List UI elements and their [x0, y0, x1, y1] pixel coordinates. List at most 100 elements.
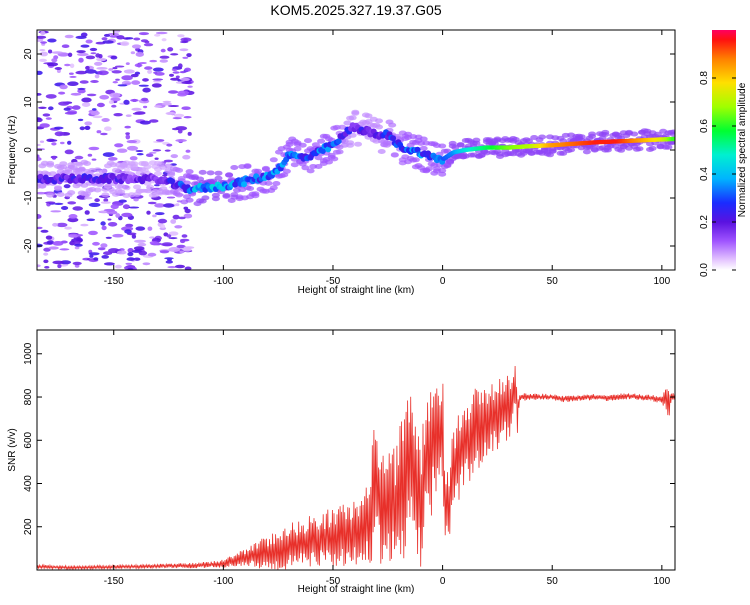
spectrogram-speckle: [172, 71, 180, 74]
spectrogram-speckle: [175, 75, 180, 79]
spectrogram-speckle: [113, 113, 123, 117]
spectrogram-speckle: [143, 43, 154, 47]
colorbar-tick-label: 0.8: [699, 71, 710, 85]
spectrogram-speckle: [163, 203, 175, 208]
spectrogram-speckle: [81, 97, 92, 103]
spectrogram-speckle: [169, 73, 174, 77]
spectrogram-speckle: [64, 63, 71, 67]
spectrogram-speckle: [63, 184, 71, 189]
spectrogram-halo: [669, 132, 675, 137]
spectrogram-speckle: [134, 71, 141, 75]
spectrogram-speckle: [79, 126, 86, 131]
spectrogram-speckle: [123, 69, 135, 74]
spectrogram-speckle: [131, 234, 137, 239]
spectrogram-speckle: [144, 40, 150, 44]
spectrogram-speckle: [43, 252, 49, 256]
spectrogram-speckle: [57, 264, 62, 269]
spectrogram-speckle: [157, 218, 168, 224]
spectrogram-speckle: [80, 223, 89, 227]
spectrogram-speckle: [135, 51, 144, 57]
spectrogram-speckle: [163, 159, 174, 163]
spectrogram-speckle: [125, 134, 131, 140]
spectrogram-speckle: [85, 39, 93, 44]
spectrogram-speckle: [47, 38, 57, 43]
spectrogram-speckle: [76, 50, 86, 54]
spectrogram-speckle: [115, 264, 122, 269]
spectrogram-speckle: [164, 149, 171, 152]
spectrogram-speckle: [67, 81, 79, 86]
spectrogram-halo: [230, 165, 239, 170]
spectrogram-speckle: [100, 132, 108, 136]
spectrogram-speckle: [170, 154, 178, 159]
spectrogram-speckle: [39, 140, 45, 143]
spectrogram-speckle: [177, 34, 185, 38]
spectrogram-speckle: [94, 61, 103, 66]
spectrogram-speckle: [45, 94, 57, 99]
colorbar-ticks: 0.0 0.2 0.4 0.6 0.8: [699, 71, 736, 277]
spectrogram-speckle: [184, 67, 192, 72]
spectrogram-speckle: [96, 102, 105, 108]
spectrogram-speckle: [125, 132, 130, 136]
spectrogram-halo: [438, 168, 447, 174]
spectrogram-speckle: [133, 37, 141, 41]
snr-y-label: SNR (v/v): [7, 428, 18, 471]
spectrogram-speckle: [112, 81, 119, 84]
spectrogram-speckle: [101, 37, 108, 41]
spectrogram-speckle: [75, 70, 87, 75]
spectrogram-speckle: [133, 198, 139, 202]
spectrogram-speckle: [99, 210, 107, 213]
spectrogram-speckle: [166, 196, 176, 199]
spectrogram-speckle: [52, 241, 64, 246]
spectrogram-speckle: [110, 97, 121, 102]
spectrogram-speckle: [177, 129, 183, 134]
spectrogram-speckle: [53, 126, 64, 130]
spectrogram-halo: [243, 164, 252, 169]
spectrogram-halo: [438, 171, 447, 177]
spectrogram-speckle: [120, 41, 130, 47]
spectrogram-speckle: [70, 92, 82, 96]
spectrogram-speckle: [86, 93, 97, 97]
spectrogram-speckle: [45, 201, 56, 204]
spectrogram-speckle: [92, 241, 100, 246]
spectrogram-speckle: [114, 65, 125, 68]
spectrogram-speckle: [88, 252, 100, 256]
spectrogram-speckle: [117, 84, 128, 87]
spectrogram-speckle: [168, 90, 179, 94]
spectrogram-halo: [64, 169, 73, 175]
spectrogram-y-tick-label: 0: [23, 147, 34, 153]
spectrogram-speckle: [92, 115, 103, 119]
spectrogram-halo: [582, 149, 591, 155]
spectrogram-halo: [225, 172, 234, 178]
spectrogram-speckle: [95, 53, 101, 58]
spectrogram-speckle: [166, 143, 173, 147]
spectrogram-speckle: [103, 198, 109, 203]
spectrogram-halo: [301, 165, 310, 171]
spectrogram-speckle: [58, 101, 70, 106]
spectrogram-speckle: [121, 75, 133, 81]
spectrogram-speckle: [118, 199, 127, 203]
snr-x-tick-label: 50: [547, 576, 559, 587]
spectrogram-speckle: [125, 114, 132, 117]
spectrogram-x-tick-label: -50: [326, 276, 341, 287]
spectrogram-speckle: [37, 226, 43, 230]
spectrogram-ridge-cell: [335, 138, 342, 145]
spectrogram-halo: [282, 168, 291, 174]
spectrogram-speckle: [111, 104, 117, 108]
spectrogram-speckle: [159, 59, 168, 63]
spectrogram-halo: [419, 145, 428, 151]
spectrogram-speckle: [161, 38, 167, 42]
spectrogram-speckle: [125, 262, 133, 265]
spectrogram-speckle: [170, 53, 179, 56]
snr-x-tick-label: -100: [213, 576, 233, 587]
spectrogram-halo: [117, 189, 126, 195]
colorbar-tick-label: 0.4: [699, 167, 710, 181]
spectrogram-speckle: [87, 153, 93, 157]
spectrogram-speckle: [178, 63, 183, 69]
spectrogram-speckle: [121, 212, 133, 218]
spectrogram-speckle: [175, 264, 185, 269]
spectrogram-speckle: [168, 237, 178, 240]
spectrogram-halo: [364, 113, 373, 119]
spectrogram-speckle: [152, 78, 164, 81]
spectrogram-halo: [222, 193, 231, 199]
spectrogram-speckle: [181, 234, 188, 238]
